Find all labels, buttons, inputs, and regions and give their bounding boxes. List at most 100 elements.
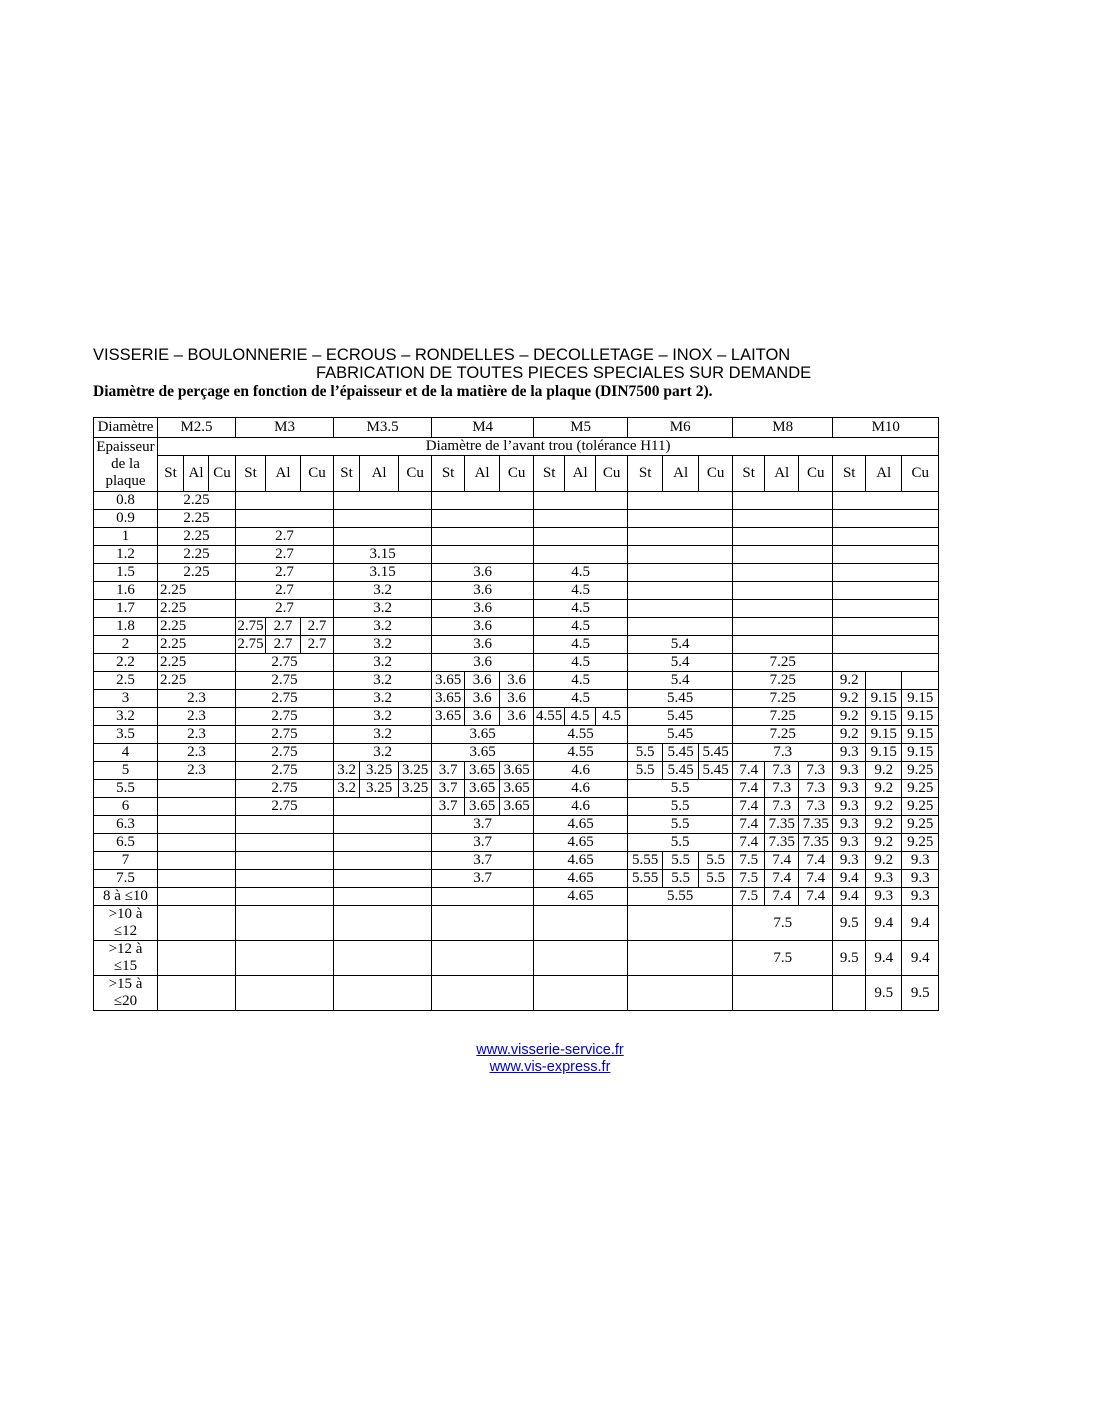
material-header-cell: Al: [183, 455, 209, 492]
corner-cell-diametre: Diamètre: [93, 417, 158, 438]
table-cell: 2.25: [156, 599, 237, 618]
table-cell: 5.45: [627, 707, 734, 726]
table-cell: [333, 491, 433, 510]
table-cell: [832, 527, 940, 546]
table-cell: 5.45: [698, 743, 734, 762]
group-header-cell: M8: [732, 417, 834, 438]
table-cell: [156, 975, 237, 1011]
table-cell: [627, 599, 734, 618]
table-cell: 3.6: [464, 689, 501, 708]
table-cell: 9.3: [865, 869, 903, 888]
material-header-cell: Al: [359, 455, 400, 492]
table-cell: [732, 581, 834, 600]
table-cell: 7.25: [732, 725, 834, 744]
table-cell: 9.4: [865, 940, 903, 976]
table-cell: [431, 887, 535, 906]
table-cell: [533, 975, 629, 1011]
table-cell: 4.55: [533, 743, 629, 762]
table-cell: [235, 851, 335, 870]
row-label: 0.9: [93, 509, 158, 528]
table-cell: 5.5: [627, 743, 664, 762]
table-cell: 4.65: [533, 851, 629, 870]
row-label: 6.5: [93, 833, 158, 852]
table-cell: 9.25: [901, 815, 940, 834]
table-cell: 7.3: [798, 761, 834, 780]
table-cell: 4.65: [533, 815, 629, 834]
table-cell: 9.4: [901, 940, 940, 976]
table-cell: 3.2: [333, 617, 433, 636]
link-vis-express[interactable]: www.vis-express.fr: [489, 1059, 611, 1075]
table-row: 1.7 2.25 2.7 3.2 3.6 4.5: [93, 599, 940, 618]
table-cell: [235, 869, 335, 888]
table-cell: 3.6: [464, 671, 501, 690]
table-cell: 5.45: [698, 761, 734, 780]
table-cell: [732, 635, 834, 654]
row-label: 1.5: [93, 563, 158, 582]
table-cell: 4.65: [533, 887, 629, 906]
row-header-label: Epaisseur de la plaque: [93, 437, 158, 492]
table-row: >12 à ≤15 7.5 9.5 9.4 9.4: [93, 940, 940, 976]
table-cell: 2.25: [156, 581, 237, 600]
row-label: 6: [93, 797, 158, 816]
table-cell: 2.75: [235, 617, 267, 636]
table-cell: 7.25: [732, 653, 834, 672]
table-cell: 9.2: [832, 689, 867, 708]
table-cell: 3.65: [431, 671, 466, 690]
table-row: 1.5 2.25 2.7 3.15 3.6 4.5: [93, 563, 940, 582]
table-cell: 9.15: [865, 743, 903, 762]
table-cell: 3.2: [333, 689, 433, 708]
table-cell: 3.15: [333, 563, 433, 582]
table-cell: [732, 617, 834, 636]
table-cell: 4.5: [564, 707, 597, 726]
table-cell: [235, 905, 335, 941]
table-cell: 4.5: [533, 581, 629, 600]
material-header-row: St Al Cu St Al Cu St Al Cu St Al Cu St Al Cu St Al Cu St Al…: [94, 455, 940, 492]
table-cell: 5.4: [627, 635, 734, 654]
table-cell: 9.3: [901, 869, 940, 888]
table-cell: 9.25: [901, 833, 940, 852]
material-header-cell: Al: [662, 455, 700, 492]
table-cell: 2.3: [156, 743, 237, 762]
table-cell: 2.3: [156, 761, 237, 780]
table-row: 5.5 2.75 3.2 3.25 3.25 3.7 3.65 3.65 4.6 5.5 7.4 7.…: [93, 779, 940, 798]
table-cell: 3.2: [333, 635, 433, 654]
table-row: 6.3 3.7 4.65 5.5 7.4 7.35 7.35 9.3 9.2 9.25: [93, 815, 940, 834]
row-label: >10 à ≤12: [93, 905, 158, 941]
table-cell: 2.7: [235, 527, 335, 546]
table-cell: 9.15: [901, 689, 940, 708]
table-cell: 2.3: [156, 689, 237, 708]
table-cell: 3.25: [398, 761, 433, 780]
table-cell: 2.7: [235, 563, 335, 582]
table-cell: [732, 491, 834, 510]
table-cell: 3.2: [333, 671, 433, 690]
table-cell: 5.5: [662, 869, 700, 888]
table-cell: 9.4: [901, 905, 940, 941]
company-activities-line: VISSERIE – BOULONNERIE – ECROUS – RONDEL…: [93, 346, 791, 364]
row-label: 7.5: [93, 869, 158, 888]
table-cell: 9.15: [865, 707, 903, 726]
link-visserie-service[interactable]: www.visserie-service.fr: [476, 1042, 624, 1058]
table-cell: [333, 815, 433, 834]
table-cell: [431, 975, 535, 1011]
table-cell: 4.6: [533, 797, 629, 816]
table-cell: 3.25: [359, 779, 400, 798]
table-cell: 7.4: [798, 887, 834, 906]
table-cell: 2.25: [156, 527, 237, 546]
table-cell: 3.2: [333, 707, 433, 726]
table-cell: 9.3: [901, 851, 940, 870]
group-header-cell: M2.5: [156, 417, 237, 438]
table-cell: [431, 509, 535, 528]
table-cell: 9.3: [832, 743, 867, 762]
table-cell: 3.65: [464, 797, 501, 816]
table-row: 2 2.25 2.75 2.7 2.7 3.2 3.6 4.5 5.4: [93, 635, 940, 654]
table-cell: 2.75: [235, 797, 335, 816]
table-cell: 4.5: [533, 671, 629, 690]
table-cell: 9.2: [832, 671, 867, 690]
table-cell: 5.5: [627, 797, 734, 816]
row-label: 6.3: [93, 815, 158, 834]
table-cell: 2.7: [300, 635, 335, 654]
table-cell: 2.25: [156, 653, 237, 672]
table-cell: 3.6: [431, 617, 535, 636]
table-cell: 9.3: [865, 887, 903, 906]
table-cell: [627, 563, 734, 582]
